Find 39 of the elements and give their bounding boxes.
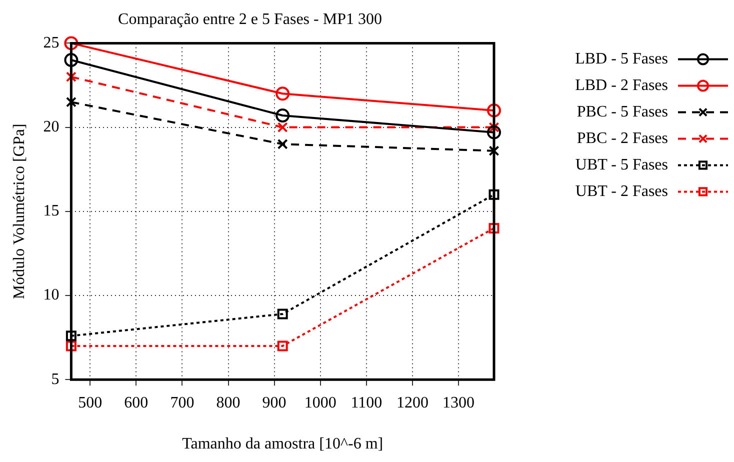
legend-label: PBC - 2 Fases (576, 130, 668, 147)
point (64, 36, 78, 50)
point (277, 138, 288, 150)
point (276, 86, 290, 101)
chart-title: Comparação entre 2 e 5 Fases - MP1 300 (118, 10, 382, 28)
point (488, 222, 500, 234)
point (276, 108, 290, 123)
point (487, 125, 501, 140)
x-tick-label: 1200 (396, 394, 428, 412)
legend-label: UBT - 2 Fases (575, 182, 668, 200)
y-axis-title: Módulo Volumétrico [GPa] (10, 124, 28, 300)
legend-label: LBD - 2 Fases (575, 76, 668, 94)
y-tick-label: 10 (43, 286, 60, 304)
point (277, 122, 288, 133)
point (277, 308, 288, 320)
point (487, 103, 501, 118)
point (66, 340, 76, 352)
y-tick-label: 25 (43, 34, 60, 52)
x-tick-label: 1100 (350, 394, 382, 412)
y-tick-label: 5 (51, 370, 60, 388)
point (277, 340, 288, 352)
point (64, 53, 78, 68)
y-tick-label: 20 (43, 118, 60, 136)
x-tick-label: 500 (78, 394, 102, 412)
x-tick-label: 900 (262, 394, 286, 412)
x-tick-label: 1300 (442, 394, 475, 412)
x-tick-label: 1000 (304, 394, 336, 412)
point (488, 146, 500, 156)
legend-label: LBD - 5 Fases (575, 50, 668, 68)
x-axis-title: Tamanho da amostra [10^-6 m] (182, 436, 384, 453)
x-tick-label: 600 (124, 394, 148, 412)
x-tick-label: 700 (170, 394, 194, 412)
point (66, 96, 76, 108)
x-tick-label: 800 (216, 394, 240, 412)
legend-label: UBT - 5 Fases (575, 156, 668, 174)
y-tick-label: 15 (43, 202, 60, 220)
point (66, 330, 76, 342)
point (488, 189, 500, 200)
legend-label: PBC - 5 Fases (576, 103, 668, 120)
